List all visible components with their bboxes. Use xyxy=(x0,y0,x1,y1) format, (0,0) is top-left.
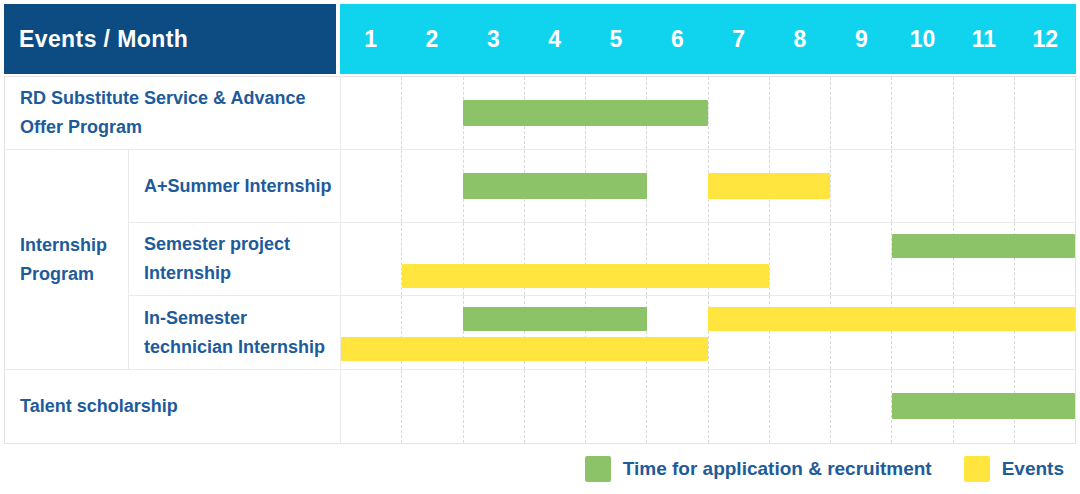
events-bar xyxy=(708,307,1075,331)
month-label-6: 6 xyxy=(647,4,708,74)
month-cell xyxy=(341,223,401,295)
month-label-11: 11 xyxy=(953,4,1014,74)
table-row-talent-scholarship: Talent scholarship xyxy=(5,370,1075,443)
month-label-4: 4 xyxy=(524,4,585,74)
month-cell xyxy=(953,77,1014,149)
month-label-2: 2 xyxy=(401,4,462,74)
row-label-in-semester: In-Semester technician Internship xyxy=(129,296,341,369)
legend: Time for application & recruitment Events xyxy=(585,456,1064,482)
month-cell xyxy=(953,150,1014,222)
recruitment-swatch-icon xyxy=(585,456,611,482)
month-cell xyxy=(401,370,462,443)
events-bar xyxy=(402,264,769,288)
group-sub-rows: A+Summer InternshipSemester project Inte… xyxy=(129,150,1075,369)
month-cell xyxy=(1014,77,1075,149)
page-title: Events / Month xyxy=(19,26,188,53)
row-label-a-summer: A+Summer Internship xyxy=(129,150,341,222)
table-row-in-semester: In-Semester technician Internship xyxy=(129,296,1075,369)
table-row-rd-substitute: RD Substitute Service & Advance Offer Pr… xyxy=(5,77,1075,150)
row-label-rd-substitute: RD Substitute Service & Advance Offer Pr… xyxy=(5,77,341,149)
month-cell xyxy=(646,370,707,443)
row-label-semester-project: Semester project Internship xyxy=(129,223,341,295)
group-label-internship-program: Internship Program xyxy=(5,150,129,369)
month-cell xyxy=(891,150,952,222)
row-label-talent-scholarship: Talent scholarship xyxy=(5,370,341,443)
month-cell xyxy=(463,370,524,443)
month-cell xyxy=(341,77,401,149)
month-cell xyxy=(341,150,401,222)
month-cell xyxy=(769,370,830,443)
recruitment-bar xyxy=(463,307,647,331)
month-label-9: 9 xyxy=(831,4,892,74)
recruitment-bar xyxy=(463,100,708,126)
month-cell xyxy=(401,77,462,149)
month-label-10: 10 xyxy=(892,4,953,74)
month-label-1: 1 xyxy=(340,4,401,74)
events-bar xyxy=(341,337,708,361)
month-cell xyxy=(830,223,891,295)
month-label-5: 5 xyxy=(585,4,646,74)
events-month-header-cell: Events / Month xyxy=(4,4,336,74)
events-swatch-icon xyxy=(964,456,990,482)
table-header: Events / Month 123456789101112 xyxy=(4,4,1076,74)
month-header-row: 123456789101112 xyxy=(340,4,1076,74)
legend-label-events: Events xyxy=(1002,458,1064,480)
recruitment-bar xyxy=(463,173,647,199)
month-label-7: 7 xyxy=(708,4,769,74)
month-cell xyxy=(401,150,462,222)
month-cell xyxy=(769,77,830,149)
month-cell xyxy=(830,150,891,222)
month-cell xyxy=(708,77,769,149)
month-cell xyxy=(341,370,401,443)
recruitment-bar xyxy=(892,393,1076,419)
gantt-schedule-chart: Events / Month 123456789101112 RD Substi… xyxy=(0,0,1080,494)
recruitment-bar xyxy=(892,234,1076,258)
legend-item-events: Events xyxy=(964,456,1064,482)
month-cell xyxy=(708,370,769,443)
month-cell xyxy=(524,370,585,443)
month-grid xyxy=(341,296,1075,369)
group-row-internship-program: Internship ProgramA+Summer InternshipSem… xyxy=(5,150,1075,370)
events-bar xyxy=(708,173,830,199)
table-row-semester-project: Semester project Internship xyxy=(129,223,1075,296)
month-grid xyxy=(341,223,1075,295)
month-grid xyxy=(341,370,1075,443)
month-grid xyxy=(341,150,1075,222)
month-cell xyxy=(646,150,707,222)
month-cell xyxy=(1014,150,1075,222)
month-cell xyxy=(769,223,830,295)
table-body: RD Substitute Service & Advance Offer Pr… xyxy=(4,76,1076,444)
legend-label-recruitment: Time for application & recruitment xyxy=(623,458,932,480)
month-label-8: 8 xyxy=(769,4,830,74)
month-cell xyxy=(830,77,891,149)
month-label-3: 3 xyxy=(463,4,524,74)
month-label-12: 12 xyxy=(1015,4,1076,74)
month-grid xyxy=(341,77,1075,149)
month-cell xyxy=(891,77,952,149)
legend-item-recruitment: Time for application & recruitment xyxy=(585,456,932,482)
month-cell xyxy=(830,370,891,443)
month-cell xyxy=(585,370,646,443)
table-row-a-summer: A+Summer Internship xyxy=(129,150,1075,223)
